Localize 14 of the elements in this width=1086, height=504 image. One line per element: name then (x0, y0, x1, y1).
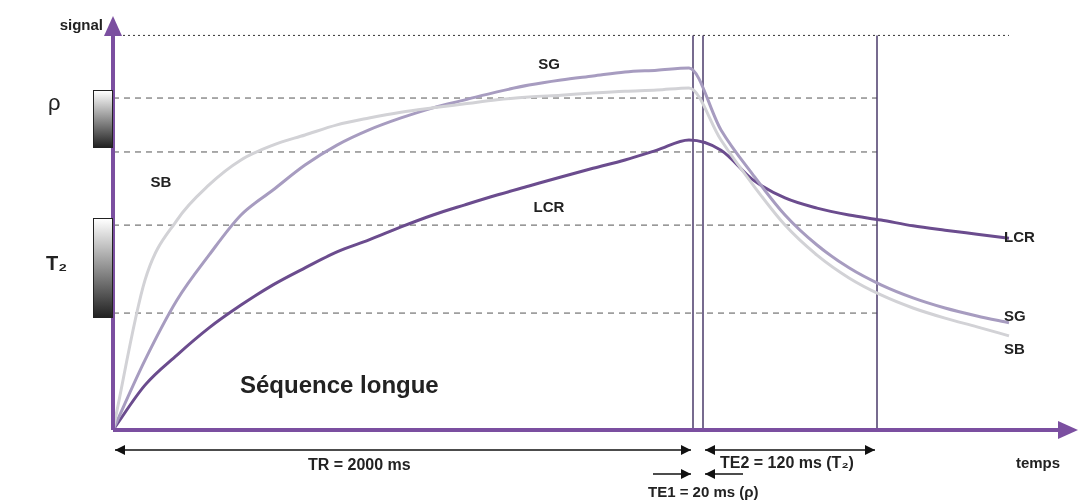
text: T₂ (46, 252, 68, 275)
text: LCR (533, 198, 565, 216)
series-label: LCR (1004, 228, 1035, 246)
text: SG (538, 55, 560, 73)
x-axis-title: temps (1015, 454, 1061, 472)
text: ρ (48, 90, 61, 116)
text: SB (150, 173, 172, 191)
text: TR = 2000 ms (308, 456, 411, 474)
series-label: SB (1004, 340, 1025, 358)
text: TE2 = 120 ms (T₂) (720, 454, 854, 472)
text: TE1 = 20 ms (ρ) (648, 483, 759, 500)
annotation: Séquence longue (240, 371, 439, 399)
y-axis-title: signal (59, 16, 103, 34)
series-label: SG (1004, 306, 1026, 324)
